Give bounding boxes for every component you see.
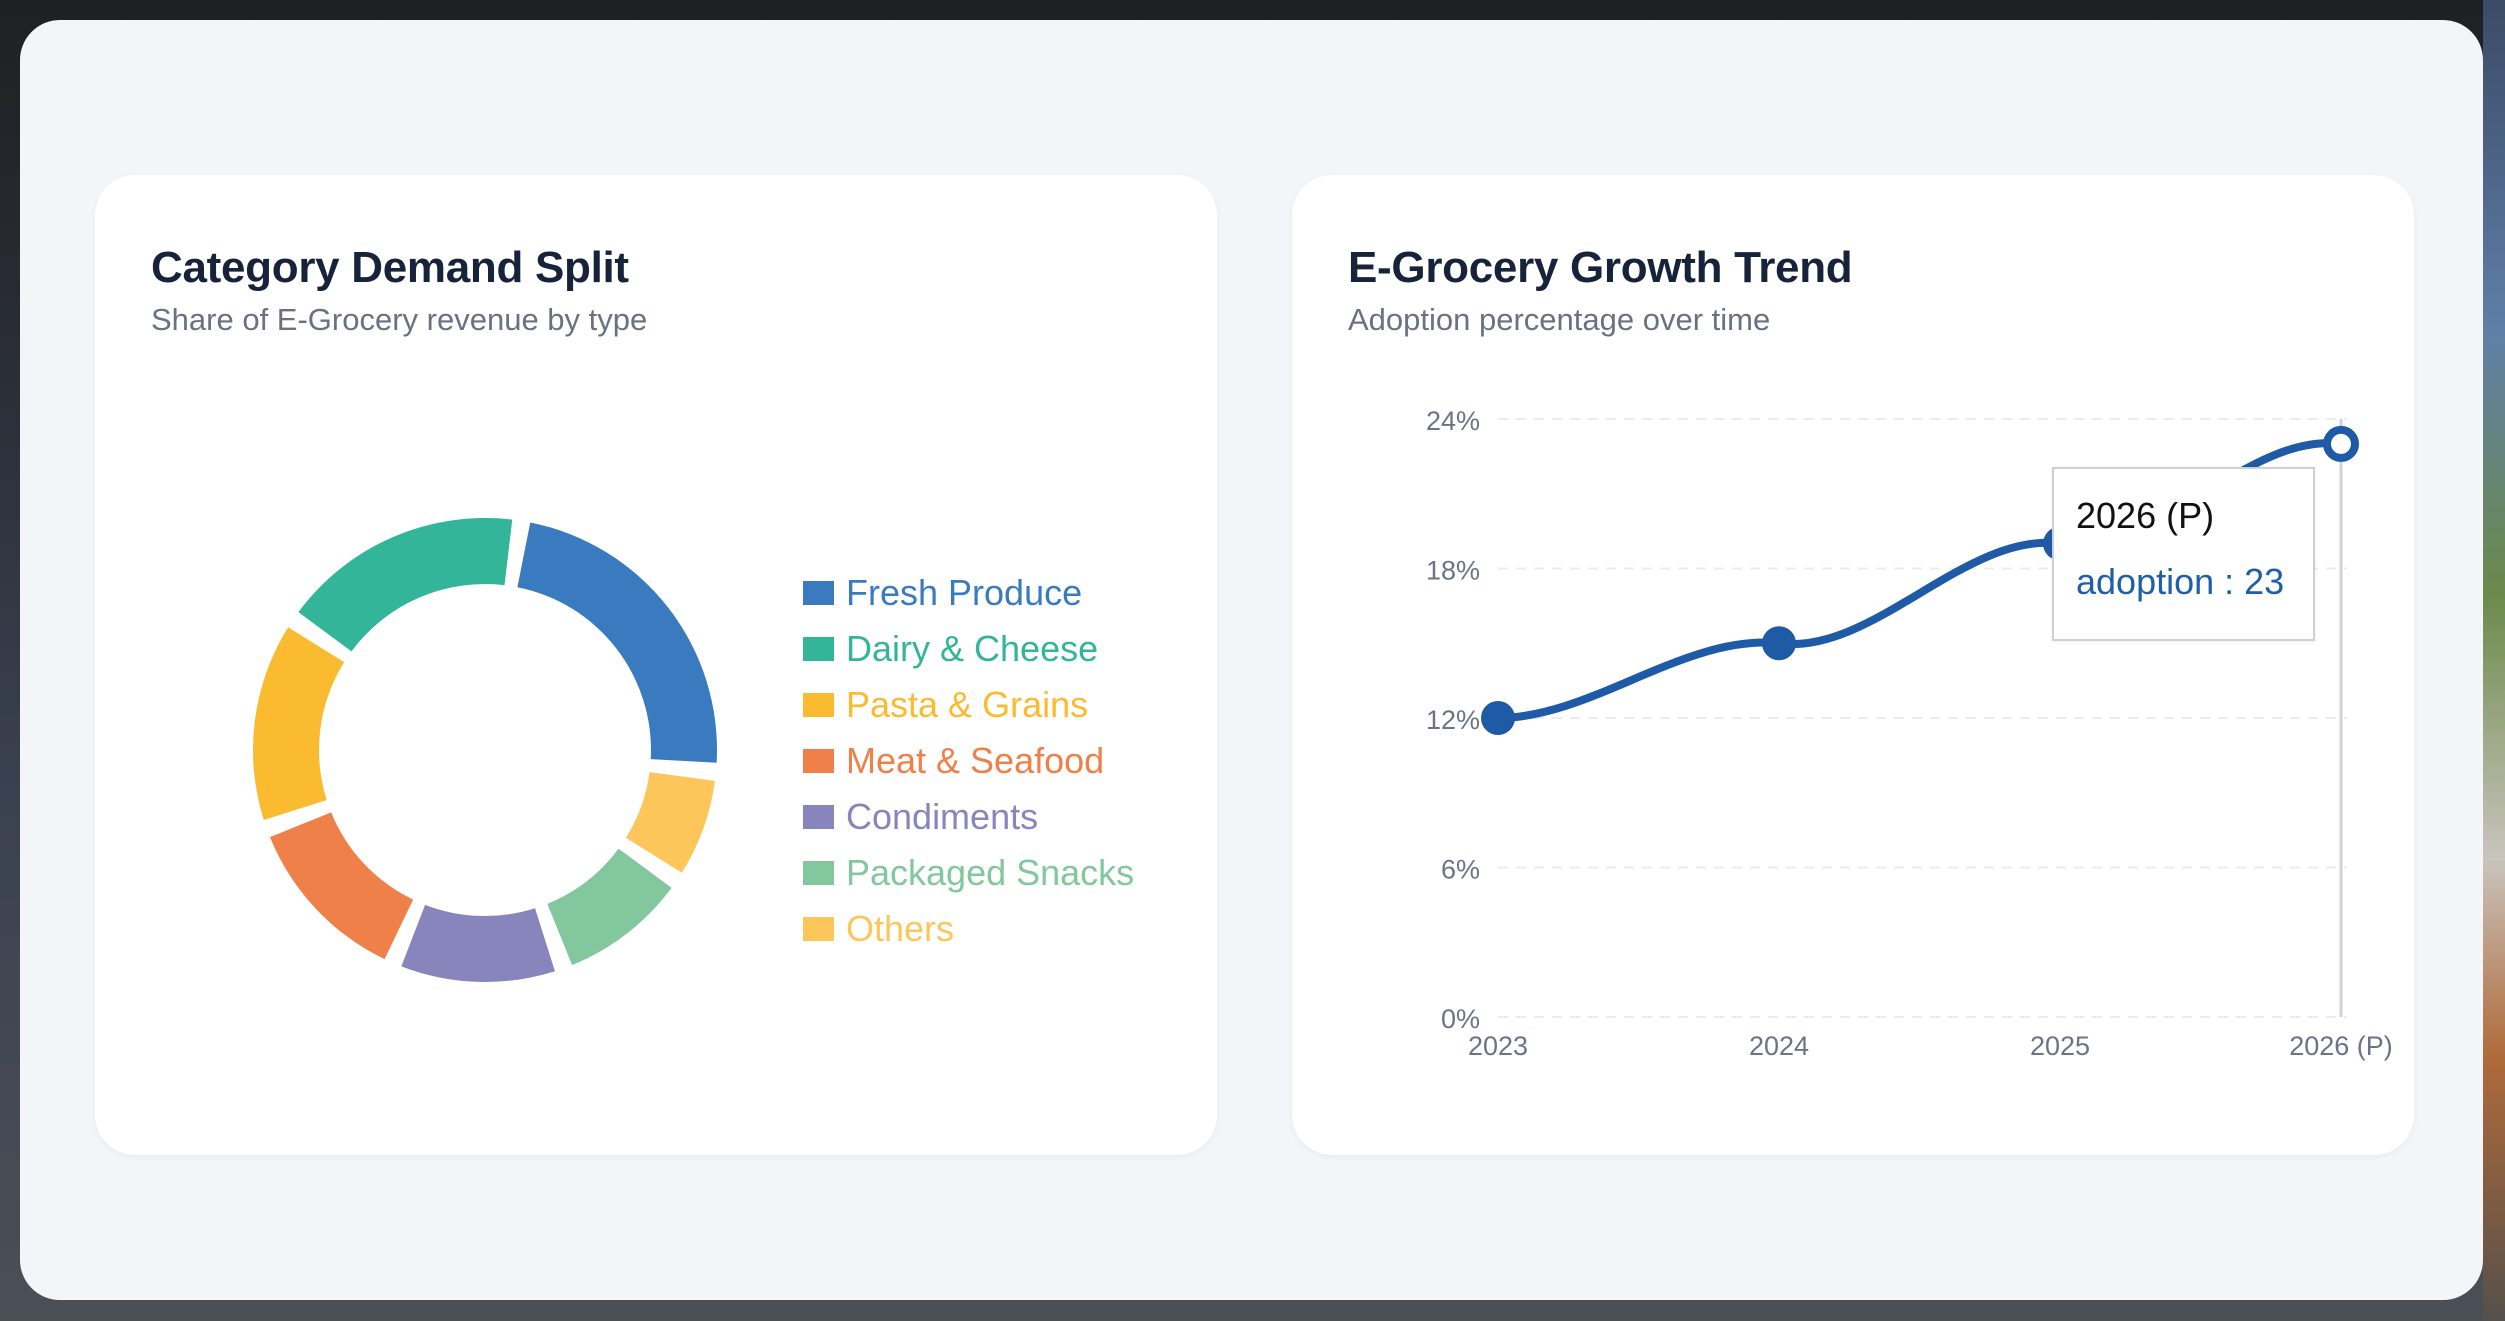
legend-label: Pasta & Grains — [846, 684, 1089, 725]
legend-swatch-icon — [803, 805, 834, 829]
legend-item-condiments[interactable]: Condiments — [803, 789, 1134, 845]
data-point-2024[interactable] — [1762, 626, 1796, 661]
legend-label: Condiments — [846, 796, 1039, 837]
category-demand-card: Category Demand Split Share of E-Grocery… — [95, 175, 1217, 1155]
legend-item-fresh-produce[interactable]: Fresh Produce — [803, 565, 1134, 621]
legend-item-dairy-cheese[interactable]: Dairy & Cheese — [803, 621, 1134, 677]
legend-swatch-icon — [803, 581, 834, 605]
background-photo — [2483, 0, 2505, 1321]
dashboard-panel: Category Demand Split Share of E-Grocery… — [20, 20, 2483, 1300]
legend-label: Dairy & Cheese — [846, 628, 1099, 669]
y-axis-label: 18% — [1426, 556, 1480, 586]
legend-item-packaged-snacks[interactable]: Packaged Snacks — [803, 845, 1134, 901]
chart-tooltip: 2026 (P) adoption : 23 — [2052, 467, 2315, 641]
donut-slice-pasta-grains[interactable] — [253, 627, 345, 820]
x-axis-label: 2023 — [1468, 1031, 1528, 1061]
donut-slice-others[interactable] — [625, 772, 715, 873]
donut-slice-fresh-produce[interactable] — [517, 522, 717, 763]
x-axis-label: 2026 (P) — [2289, 1031, 2393, 1061]
legend-label: Others — [846, 908, 955, 949]
donut-slice-condiments[interactable] — [401, 904, 555, 982]
legend-swatch-icon — [803, 917, 834, 941]
y-axis-label: 24% — [1426, 406, 1480, 436]
card-subtitle: Share of E-Grocery revenue by type — [151, 302, 648, 337]
x-axis-label: 2024 — [1749, 1031, 1809, 1061]
card-subtitle: Adoption percentage over time — [1348, 302, 1771, 337]
growth-trend-card: E-Grocery Growth Trend Adoption percenta… — [1292, 175, 2414, 1155]
line-chart[interactable]: 0% 6% 12% 18% 24% 2023 2024 2025 2026 (P) — [1292, 175, 2414, 1155]
legend-label: Meat & Seafood — [846, 740, 1105, 781]
legend-swatch-icon — [803, 693, 834, 717]
donut-chart[interactable] — [95, 175, 795, 1155]
legend-item-others[interactable]: Others — [803, 901, 1134, 957]
data-point-2023[interactable] — [1481, 701, 1515, 735]
y-axis-label: 0% — [1441, 1004, 1480, 1034]
data-point-2026-p-[interactable] — [2323, 425, 2359, 462]
card-title: Category Demand Split — [151, 243, 629, 292]
donut-slice-meat-seafood[interactable] — [269, 812, 414, 960]
donut-slice-dairy-cheese[interactable] — [298, 518, 513, 652]
legend-label: Packaged Snacks — [846, 852, 1135, 893]
legend-item-pasta-grains[interactable]: Pasta & Grains — [803, 677, 1134, 733]
tooltip-title: 2026 (P) — [2076, 495, 2215, 536]
legend-swatch-icon — [803, 637, 834, 661]
x-axis-label: 2025 — [2030, 1031, 2090, 1061]
legend-item-meat-seafood[interactable]: Meat & Seafood — [803, 733, 1134, 789]
legend-swatch-icon — [803, 861, 834, 885]
tooltip-value: adoption : 23 — [2076, 561, 2285, 602]
legend-swatch-icon — [803, 749, 834, 773]
donut-slice-packaged-snacks[interactable] — [547, 848, 672, 966]
chart-legend: Fresh Produce Dairy & Cheese Pasta & Gra… — [803, 565, 1134, 957]
y-axis-label: 12% — [1426, 705, 1480, 735]
card-title: E-Grocery Growth Trend — [1348, 243, 1853, 292]
y-axis-label: 6% — [1441, 855, 1480, 885]
legend-label: Fresh Produce — [846, 572, 1083, 613]
